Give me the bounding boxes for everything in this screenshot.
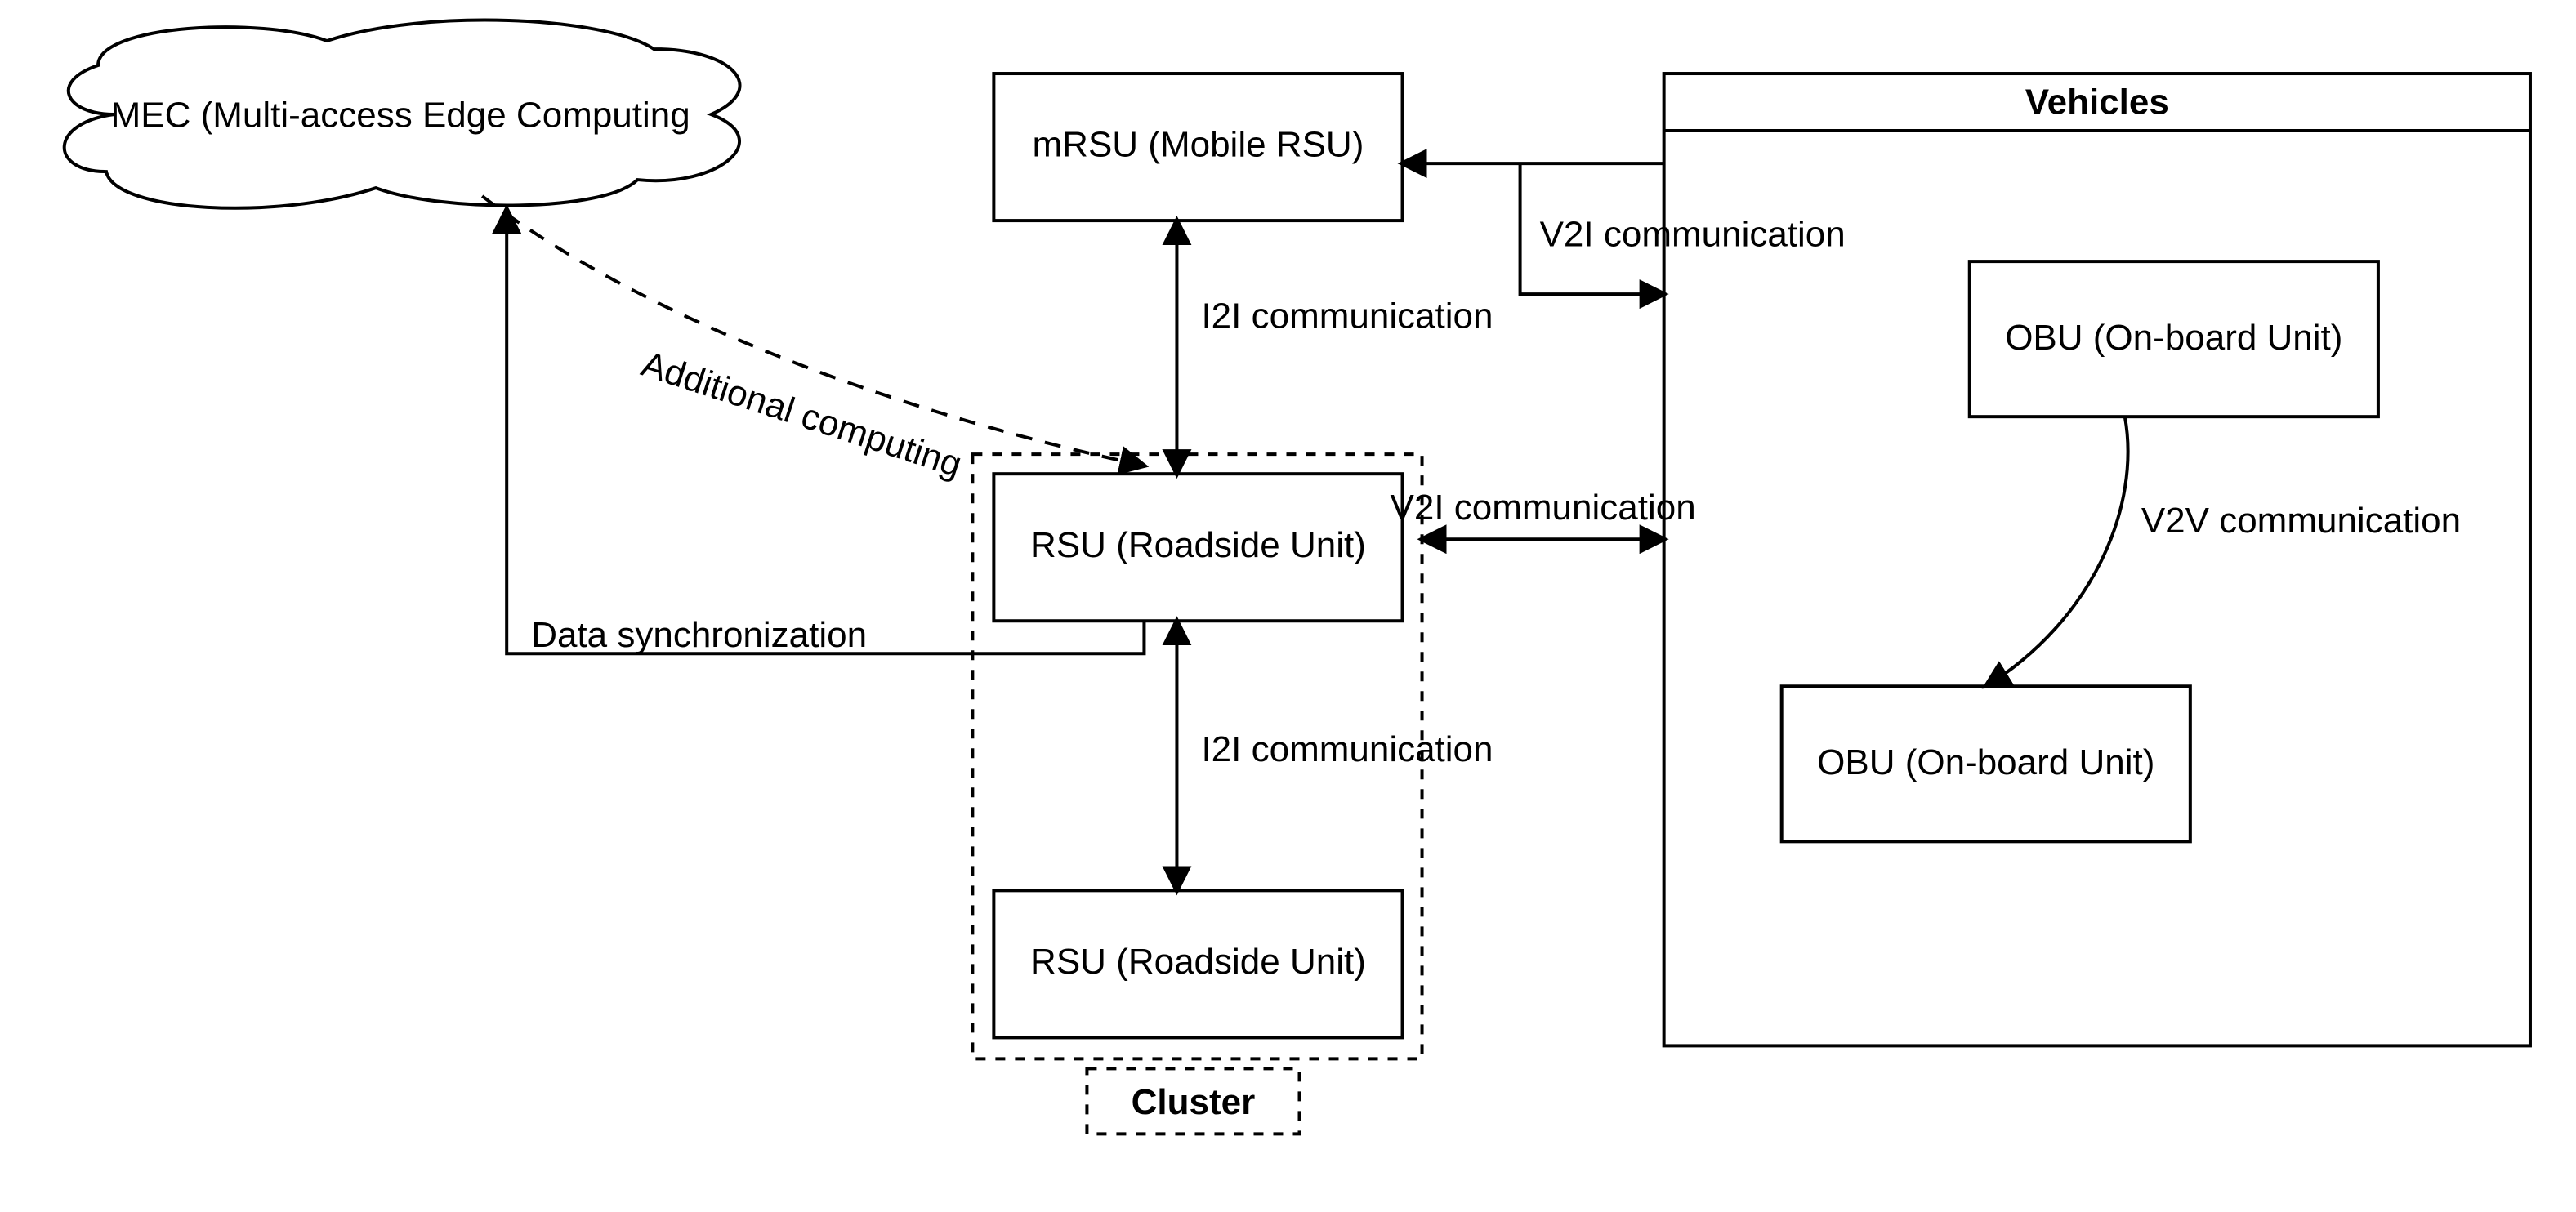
mec-label: MEC (Multi-access Edge Computing [111,96,690,136]
node-obu1: OBU (On-board Unit) [1970,261,2378,417]
edge-rsu1-vehicles-label: V2I communication [1391,488,1696,528]
architecture-diagram: MEC (Multi-access Edge Computing mRSU (M… [0,0,2576,1212]
obu1-label: OBU (On-board Unit) [2005,318,2342,358]
edge-mrsu-vehicles-label: V2I communication [1540,215,1846,255]
edge-rsu1-vehicles: V2I communication [1391,488,1696,539]
edge-rsu1-rsu2-label: I2I communication [1201,729,1493,769]
mrsu-label: mRSU (Mobile RSU) [1033,125,1364,165]
rsu2-label: RSU (Roadside Unit) [1030,942,1366,982]
edge-rsu1-rsu2: I2I communication [1176,621,1493,890]
node-rsu2: RSU (Roadside Unit) [993,890,1402,1037]
edge-obu1-obu2-label: V2V communication [2141,501,2461,541]
edge-sync-label: Data synchronization [531,615,867,655]
node-mrsu: mRSU (Mobile RSU) [993,74,1402,221]
cluster-title: Cluster [1132,1082,1256,1122]
edge-mec-rsu1-dashed: Additional computing [482,196,1144,485]
node-mec: MEC (Multi-access Edge Computing [65,20,740,208]
edge-mrsu-rsu1: I2I communication [1176,221,1493,474]
rsu1-label: RSU (Roadside Unit) [1030,525,1366,565]
edge-mrsu-rsu1-label: I2I communication [1201,296,1493,336]
obu2-label: OBU (On-board Unit) [1817,742,2154,782]
vehicles-title: Vehicles [2025,82,2169,123]
node-obu2: OBU (On-board Unit) [1782,686,2190,841]
node-rsu1: RSU (Roadside Unit) [993,474,1402,621]
